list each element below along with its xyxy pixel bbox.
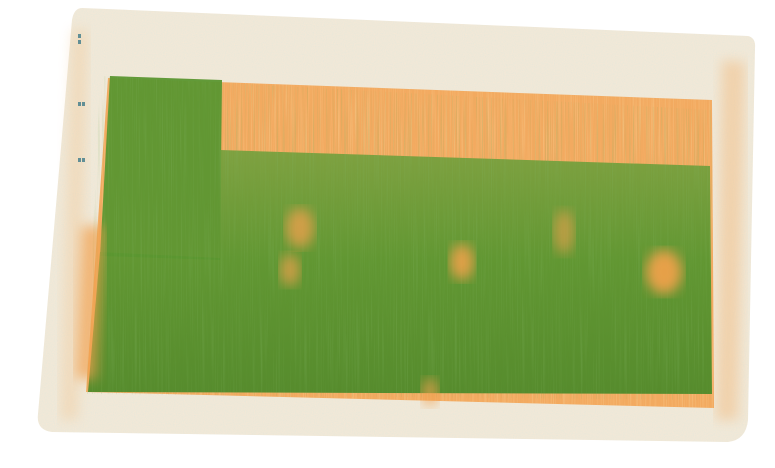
- inclusion-6: [422, 378, 438, 406]
- slab-edge-right: [716, 60, 745, 420]
- edge-markers: [78, 34, 85, 162]
- inclusion-3: [450, 244, 474, 280]
- slab-edge-left: [60, 30, 88, 420]
- green-core-streaks: [86, 76, 712, 400]
- inclusion-4: [554, 210, 574, 254]
- inclusion-1: [286, 208, 314, 248]
- inclusion-5: [646, 250, 682, 294]
- lower-left-orange: [76, 226, 104, 380]
- inclusion-2: [280, 254, 300, 286]
